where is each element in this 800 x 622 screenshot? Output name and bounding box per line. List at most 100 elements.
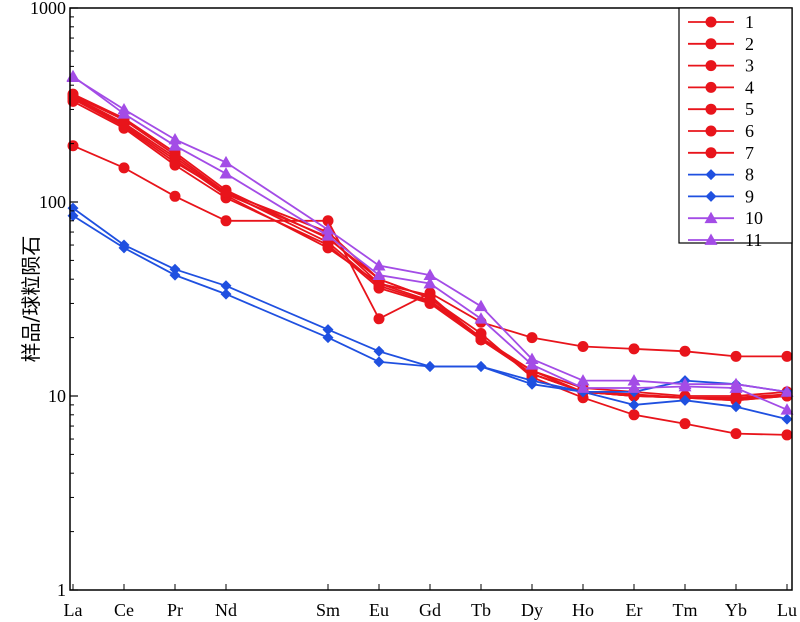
data-point [526, 378, 538, 390]
data-point [678, 379, 692, 392]
data-point [679, 418, 691, 430]
data-point [373, 313, 385, 325]
x-tick-label: Ce [114, 600, 134, 620]
data-point [627, 374, 641, 386]
data-point [67, 140, 79, 152]
legend-label: 8 [745, 165, 754, 185]
series-line [72, 94, 788, 436]
data-point [322, 215, 334, 227]
legend-label: 7 [745, 143, 754, 163]
y-axis-label: 样品/球粒陨石 [19, 236, 43, 363]
data-point [730, 401, 742, 413]
legend-marker [705, 103, 717, 115]
data-point [118, 242, 130, 254]
data-point [372, 259, 386, 271]
data-point [730, 428, 742, 440]
data-point [321, 223, 335, 235]
series-line [72, 75, 788, 411]
y-tick-label: 1000 [30, 0, 66, 18]
y-axis: 1 10 100 1000 [30, 0, 78, 600]
x-tick-label: Er [626, 600, 643, 620]
legend-marker [705, 169, 717, 181]
data-point [679, 345, 691, 357]
data-point [577, 392, 589, 404]
legend-marker [705, 16, 717, 28]
data-point [475, 360, 487, 372]
data-point [169, 156, 181, 168]
data-point [168, 139, 182, 151]
data-point [781, 350, 793, 362]
x-tick-label: Dy [521, 600, 543, 620]
x-tick-label: Tb [471, 600, 491, 620]
y-tick-label: 1 [57, 580, 66, 600]
legend-label: 4 [745, 77, 754, 97]
data-point [322, 324, 334, 336]
data-point [627, 381, 641, 393]
data-point [372, 268, 386, 280]
data-point [729, 381, 743, 393]
data-point [474, 312, 488, 324]
series-line [72, 214, 788, 393]
legend-box [678, 7, 793, 244]
legend-marker [705, 147, 717, 159]
x-tick-label: Yb [725, 600, 747, 620]
data-point [168, 132, 182, 145]
data-point [424, 360, 436, 372]
series-11 [66, 69, 794, 415]
data-point [169, 149, 181, 161]
data-point [423, 277, 437, 289]
y-tick-label: 100 [39, 192, 66, 212]
data-point [169, 190, 181, 202]
data-point [219, 155, 233, 168]
legend-label: 10 [745, 208, 763, 228]
legend-marker [704, 233, 718, 245]
legend-marker [705, 190, 717, 202]
legend-label: 5 [745, 99, 754, 119]
data-point [220, 215, 232, 227]
plot-frame [69, 7, 793, 591]
data-point [781, 413, 793, 425]
data-point [169, 269, 181, 281]
x-tick-label: Sm [316, 600, 340, 620]
data-point [576, 374, 590, 386]
data-point [525, 358, 539, 370]
data-point [169, 263, 181, 275]
data-point [628, 399, 640, 411]
data-point [423, 268, 437, 280]
data-point [373, 345, 385, 357]
legend-label: 6 [745, 121, 754, 141]
x-tick-label: Pr [167, 600, 183, 620]
data-point [577, 340, 589, 352]
data-point [679, 394, 691, 406]
x-tick-label: Lu [777, 600, 797, 620]
data-point [322, 332, 334, 344]
legend-marker [705, 60, 717, 72]
data-point [576, 381, 590, 393]
y-tick-label: 10 [48, 386, 66, 406]
data-point [219, 167, 233, 179]
series-line [72, 98, 788, 401]
data-point [220, 186, 232, 198]
data-point [780, 385, 794, 397]
x-tick-label: Tm [673, 600, 698, 620]
data-point [781, 429, 793, 441]
legend-marker [705, 38, 717, 50]
data-point [475, 327, 487, 339]
legend-label: 1 [745, 12, 754, 32]
legend-marker [704, 211, 718, 224]
data-point [220, 280, 232, 292]
legend-label: 3 [745, 56, 754, 76]
x-tick-label: Eu [369, 600, 389, 620]
data-point [474, 299, 488, 312]
data-point [118, 162, 130, 174]
data-point [117, 107, 131, 119]
legend-marker [705, 81, 717, 93]
series-line [72, 144, 787, 358]
data-point [67, 89, 79, 101]
legend-marker [705, 125, 717, 137]
legend-label: 2 [745, 34, 754, 54]
legend-label: 11 [745, 230, 762, 250]
series-line [72, 76, 788, 393]
